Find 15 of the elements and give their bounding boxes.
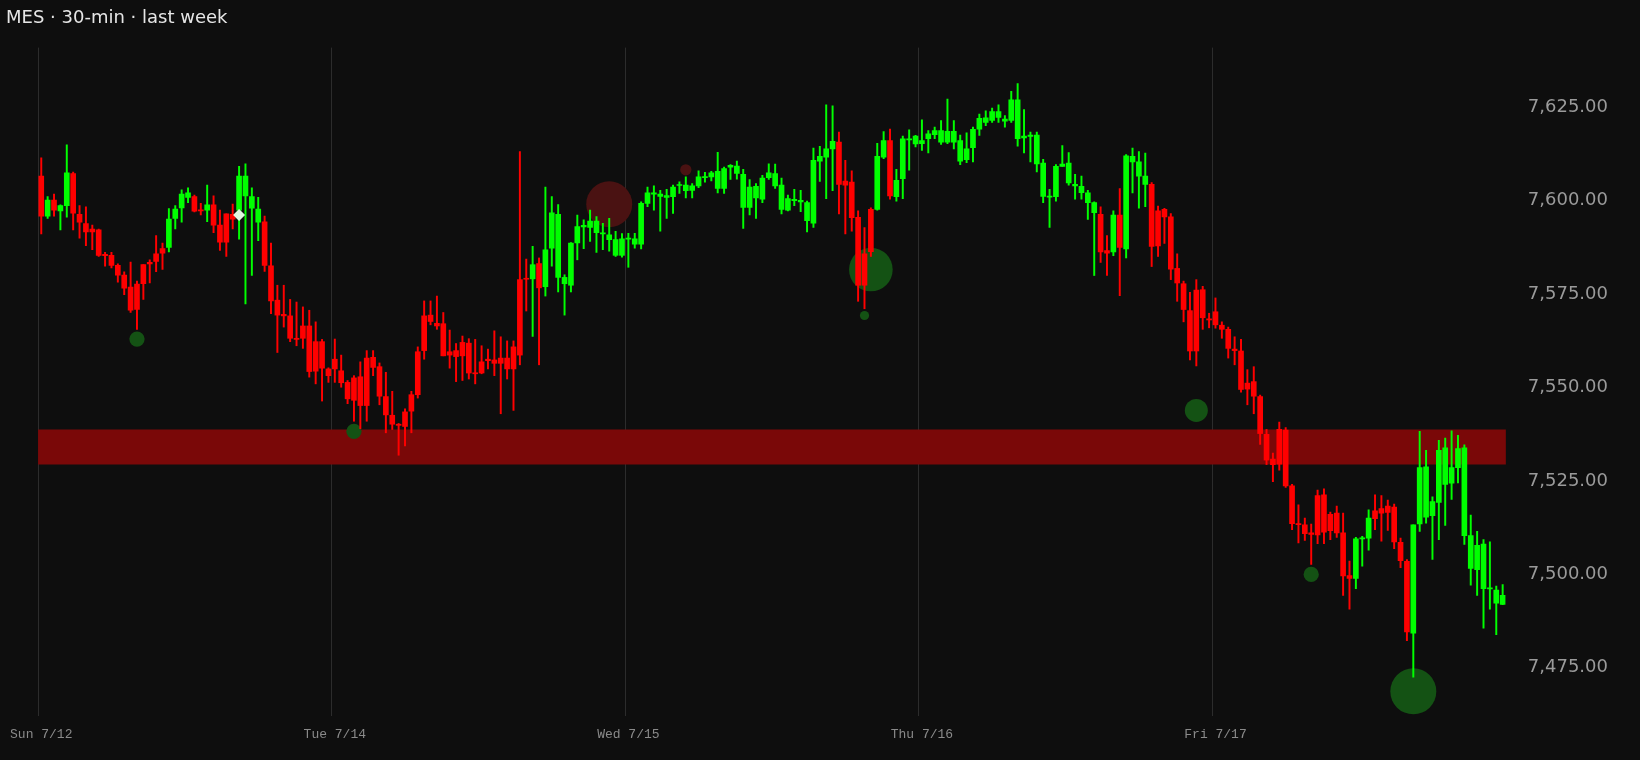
y-tick-label: 7,500.00: [1527, 562, 1608, 584]
candlestick: [146, 259, 153, 284]
y-tick-label: 7,625.00: [1527, 95, 1608, 117]
y-tick-label: 7,475.00: [1527, 655, 1608, 677]
y-tick-label: 7,525.00: [1527, 468, 1608, 490]
x-tick-label: Wed 7/15: [597, 726, 660, 742]
x-tick-label: Sun 7/12: [10, 726, 73, 742]
chart-title: MES · 30-min · last week: [6, 6, 229, 28]
y-tick-label: 7,550.00: [1527, 375, 1608, 397]
x-tick-label: Thu 7/16: [890, 726, 954, 742]
x-tick-label: Tue 7/14: [303, 726, 367, 742]
candlestick: [1072, 173, 1078, 200]
x-tick-label: Fri 7/17: [1184, 726, 1247, 742]
y-tick-label: 7,600.00: [1527, 188, 1608, 210]
y-tick-label: 7,575.00: [1527, 281, 1608, 303]
